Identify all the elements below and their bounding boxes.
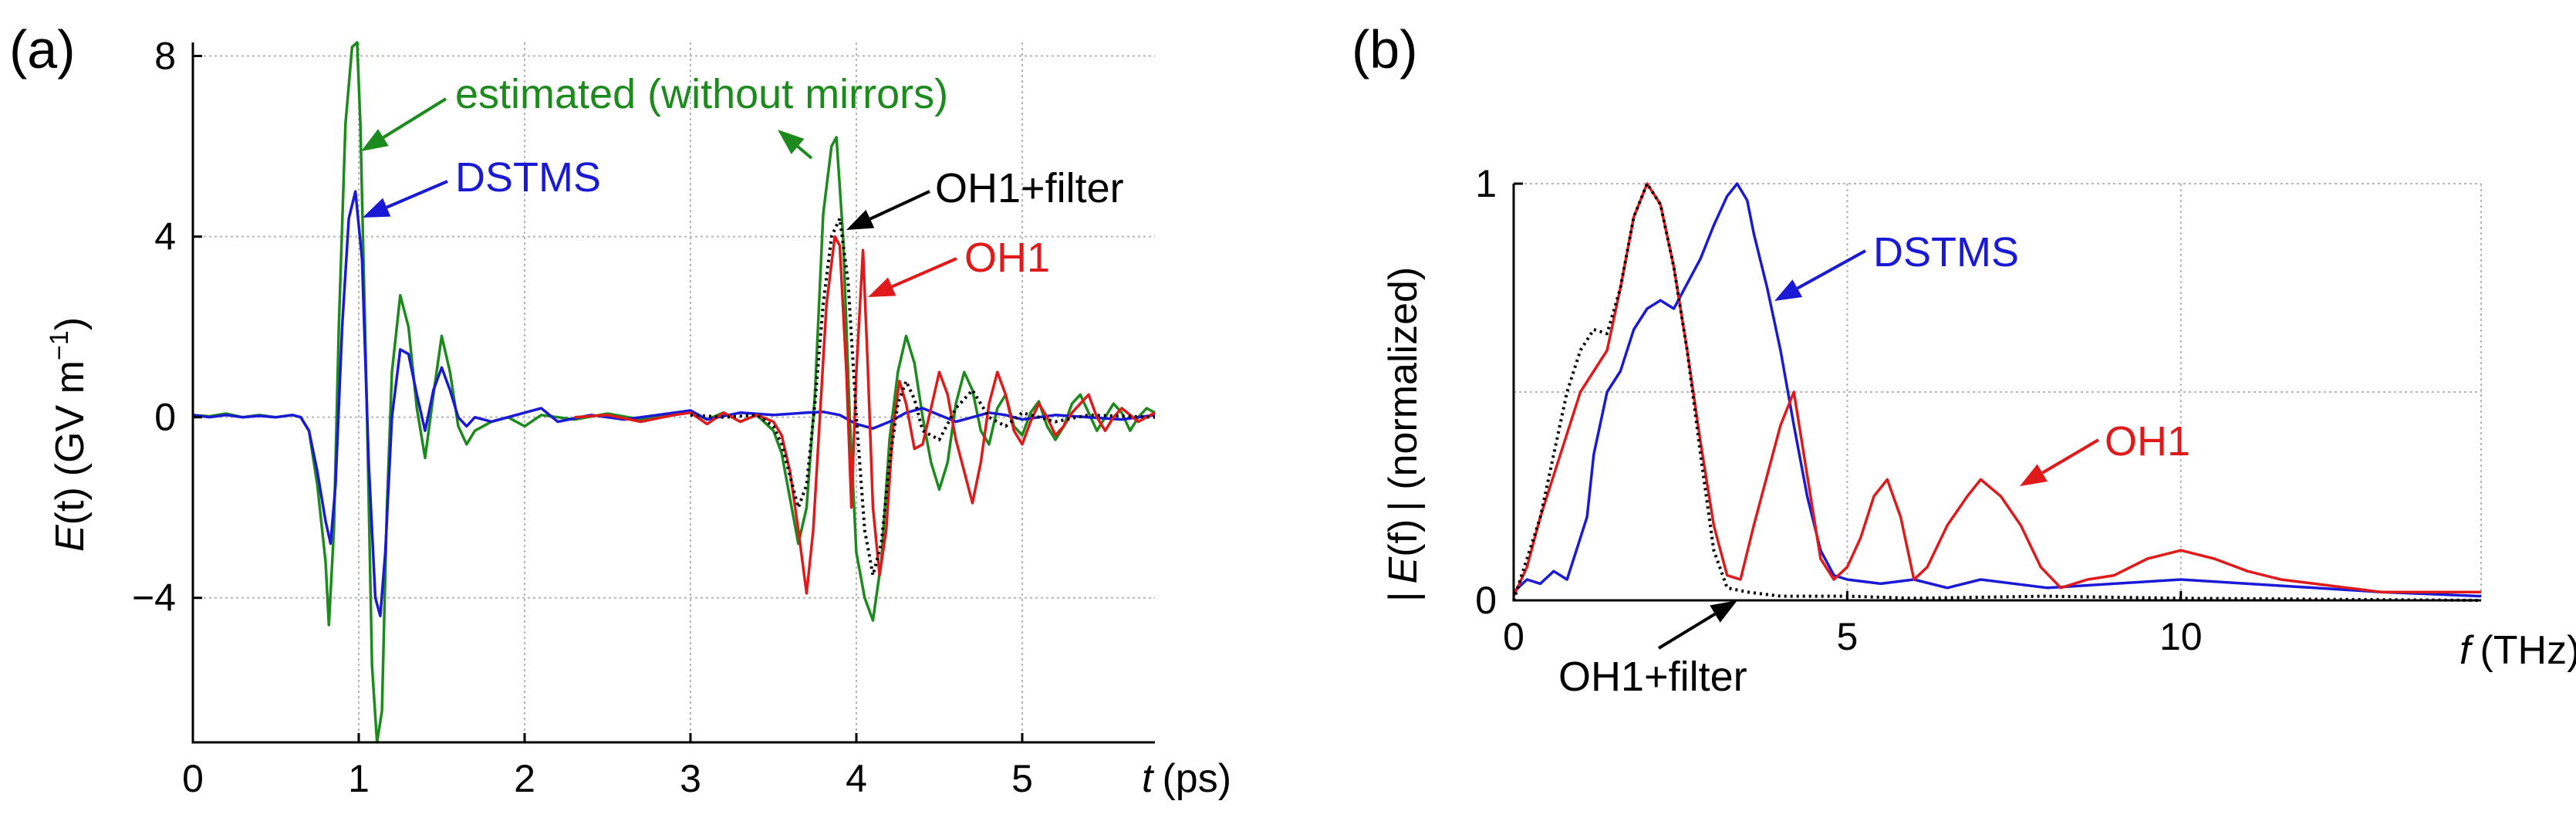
- y-axis-unit: (GV m: [48, 360, 93, 476]
- annotation-oh1-filter-a: OH1+filter: [935, 165, 1124, 211]
- y-axis-argument: (f): [1381, 519, 1426, 557]
- arrow-dstms-b: [1774, 249, 1866, 301]
- panel-a-axes: [191, 42, 1155, 744]
- y-tick-label: 0: [1475, 579, 1497, 622]
- y-tick-label: 4: [154, 215, 176, 259]
- panel-b-series: [1512, 182, 2482, 602]
- arrow-dstms-a: [363, 180, 448, 218]
- x-tick-label: 1: [348, 757, 370, 800]
- annotation-dstms-a: DSTMS: [455, 154, 601, 201]
- y-axis-unit-superscript: −1: [45, 330, 74, 360]
- x-tick-label: 3: [680, 757, 701, 800]
- x-tick-label: 2: [514, 757, 535, 800]
- arrow-oh1-filter-a: [846, 190, 930, 230]
- x-axis-unit: (ps): [1162, 756, 1231, 801]
- panel-b-arrows: [1657, 249, 2100, 650]
- series-line-oh1: [1512, 182, 2481, 597]
- y-axis-variable: E: [1381, 556, 1426, 583]
- x-tick-label: 4: [846, 757, 867, 800]
- panel-a-arrows: [361, 97, 957, 297]
- panel-a: (a) 0 1 2 3 4 5 −4 0 4 8 t (ps) E(t) (GV m−1) estim…: [9, 19, 1231, 801]
- annotation-estimated: estimated (without mirrors): [455, 71, 948, 117]
- panel-a-series: [192, 41, 1156, 744]
- y-axis-unit-close: ): [48, 317, 93, 330]
- arrow-oh1-filter-b: [1657, 600, 1737, 650]
- panel-b-x-axis-label: f (THz): [2460, 628, 2576, 673]
- y-axis-rest: (normalized): [1381, 267, 1426, 501]
- panel-b: (b) 0 5 10 0 1 f (THz) | E(f) | (normalized) DS…: [1352, 19, 2576, 700]
- y-axis-close-bar: |: [1381, 501, 1426, 512]
- panel-b-axes: [1512, 182, 2481, 602]
- panel-a-x-axis-label: t (ps): [1142, 756, 1231, 801]
- panel-b-grid: [1514, 183, 2482, 600]
- arrow-estimated-2: [778, 130, 813, 160]
- panel-b-y-axis-label: | E(f) | (normalized): [1381, 267, 1426, 602]
- y-tick-label: 1: [1475, 162, 1497, 205]
- annotation-oh1-a: OH1: [964, 235, 1050, 281]
- x-tick-label: 0: [1503, 615, 1524, 658]
- y-axis-argument: (t): [48, 487, 93, 525]
- arrow-oh1-b: [2020, 438, 2100, 486]
- x-tick-label: 5: [1837, 615, 1859, 658]
- series-line-oh1-filter: [1512, 182, 2482, 602]
- x-tick-label: 5: [1011, 757, 1033, 800]
- x-axis-variable: t: [1142, 756, 1155, 801]
- x-tick-label: 10: [2159, 615, 2203, 658]
- annotation-dstms-b: DSTMS: [1873, 229, 2019, 275]
- x-axis-variable: f: [2460, 628, 2474, 673]
- y-tick-label: 0: [154, 396, 176, 439]
- x-axis-unit: (THz): [2480, 628, 2576, 673]
- series-line-dstms: [1512, 182, 2482, 598]
- x-tick-label: 0: [182, 757, 204, 800]
- y-axis-variable: E: [48, 524, 93, 552]
- panel-a-grid: [193, 42, 1155, 742]
- series-line-estimated-without-mirrors: [192, 41, 1156, 744]
- panel-a-y-axis-label: E(t) (GV m−1): [45, 317, 93, 552]
- annotation-oh1-filter-b: OH1+filter: [1558, 654, 1747, 700]
- series-line-dstms: [192, 190, 1156, 617]
- panel-b-tick-labels: 0 5 10 0 1: [1475, 162, 2202, 658]
- panel-a-label: (a): [9, 19, 76, 79]
- y-axis-open-bar: |: [1381, 591, 1426, 602]
- arrow-oh1-a: [868, 257, 957, 297]
- y-tick-label: 8: [154, 35, 176, 78]
- panel-a-tick-labels: 0 1 2 3 4 5 −4 0 4 8: [132, 35, 1033, 800]
- arrow-estimated: [361, 97, 447, 151]
- annotation-oh1-b: OH1: [2105, 418, 2190, 465]
- y-tick-label: −4: [132, 576, 176, 620]
- series-line-oh1: [574, 235, 1156, 595]
- panel-b-label: (b): [1352, 19, 1418, 79]
